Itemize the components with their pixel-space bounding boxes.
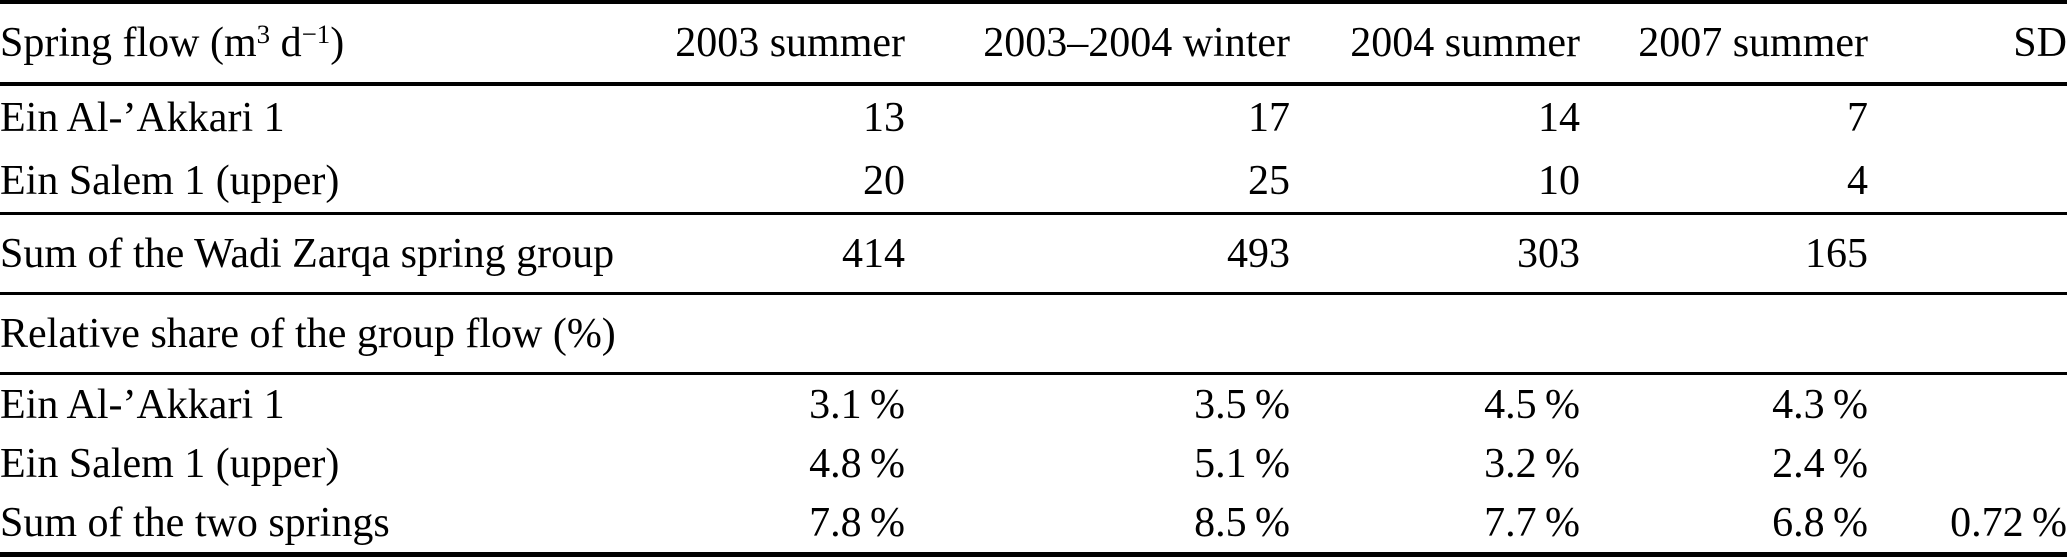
cell-value: 4 <box>1847 158 1868 205</box>
cell-value <box>1868 374 2067 434</box>
spring-flow-unit-text: Spring flow (m3 d−1) <box>0 19 345 66</box>
cell-value: 7.7 % <box>1484 500 1580 547</box>
cell-value: 8.5 % <box>1194 500 1290 547</box>
cell-value: 303 <box>1517 230 1580 277</box>
cell-value: 3.5 % <box>1194 381 1290 428</box>
cell-value: 5.1 % <box>1194 441 1290 488</box>
cell-value: 14 <box>1538 95 1580 142</box>
table-row-ein-al-akkari-share: Ein Al-’Akkari 1 3.1 % 3.5 % 4.5 % 4.3 % <box>0 374 2067 434</box>
table-row-sum-wadi-zarqa: Sum of the Wadi Zarqa spring group 414 4… <box>0 213 2067 294</box>
cell-value: 4.8 % <box>809 441 905 488</box>
cell-value: 493 <box>1227 230 1290 277</box>
cell-value <box>1868 150 2067 213</box>
row-label: Ein Al-’Akkari 1 <box>0 381 285 428</box>
column-header-sd: SD <box>2013 20 2067 66</box>
cell-value: 7.8 % <box>809 500 905 547</box>
table-header-row: Spring flow (m3 d−1) 2003 summer 2003–20… <box>0 2 2067 84</box>
cell-value: 3.2 % <box>1484 441 1580 488</box>
table-row-ein-salem-flow: Ein Salem 1 (upper) 20 25 10 4 <box>0 150 2067 213</box>
cell-value: 10 <box>1538 158 1580 205</box>
cell-value: 165 <box>1805 230 1868 277</box>
cell-value: 7 <box>1847 95 1868 142</box>
cell-value: 17 <box>1248 95 1290 142</box>
row-label: Ein Salem 1 (upper) <box>0 441 340 488</box>
table-row-sum-two-springs: Sum of the two springs 7.8 % 8.5 % 7.7 %… <box>0 494 2067 554</box>
table-row-ein-al-akkari-flow: Ein Al-’Akkari 1 13 17 14 7 <box>0 84 2067 150</box>
cell-value: 4.5 % <box>1484 381 1580 428</box>
cell-value: 4.3 % <box>1772 381 1868 428</box>
column-header-2003-2004-winter: 2003–2004 winter <box>983 20 1290 66</box>
section-header-relative-share: Relative share of the group flow (%) <box>0 310 616 357</box>
cell-value: 20 <box>863 158 905 205</box>
row-label: Ein Al-’Akkari 1 <box>0 95 285 142</box>
column-header-2007-summer: 2007 summer <box>1638 20 1868 66</box>
cell-value <box>1868 84 2067 150</box>
cell-value: 6.8 % <box>1772 500 1868 547</box>
table-section-header-row: Relative share of the group flow (%) <box>0 294 2067 374</box>
cell-value: 0.72 % <box>1950 500 2067 547</box>
superscript-cubed: 3 <box>256 19 271 50</box>
cell-value <box>1868 213 2067 293</box>
cell-value: 2.4 % <box>1772 441 1868 488</box>
cell-value: 414 <box>842 230 905 277</box>
column-header-2003-summer: 2003 summer <box>675 20 905 66</box>
table-row-ein-salem-share: Ein Salem 1 (upper) 4.8 % 5.1 % 3.2 % 2.… <box>0 434 2067 494</box>
cell-value: 3.1 % <box>809 381 905 428</box>
superscript-minus-one: −1 <box>301 19 331 50</box>
row-label: Ein Salem 1 (upper) <box>0 158 340 205</box>
cell-value <box>1868 434 2067 494</box>
row-label: Sum of the Wadi Zarqa spring group <box>0 230 615 277</box>
cell-value: 25 <box>1248 158 1290 205</box>
column-header-spring-flow: Spring flow (m3 d−1) <box>0 2 660 84</box>
column-header-2004-summer: 2004 summer <box>1350 20 1580 66</box>
row-label: Sum of the two springs <box>0 500 390 547</box>
cell-value: 13 <box>863 95 905 142</box>
